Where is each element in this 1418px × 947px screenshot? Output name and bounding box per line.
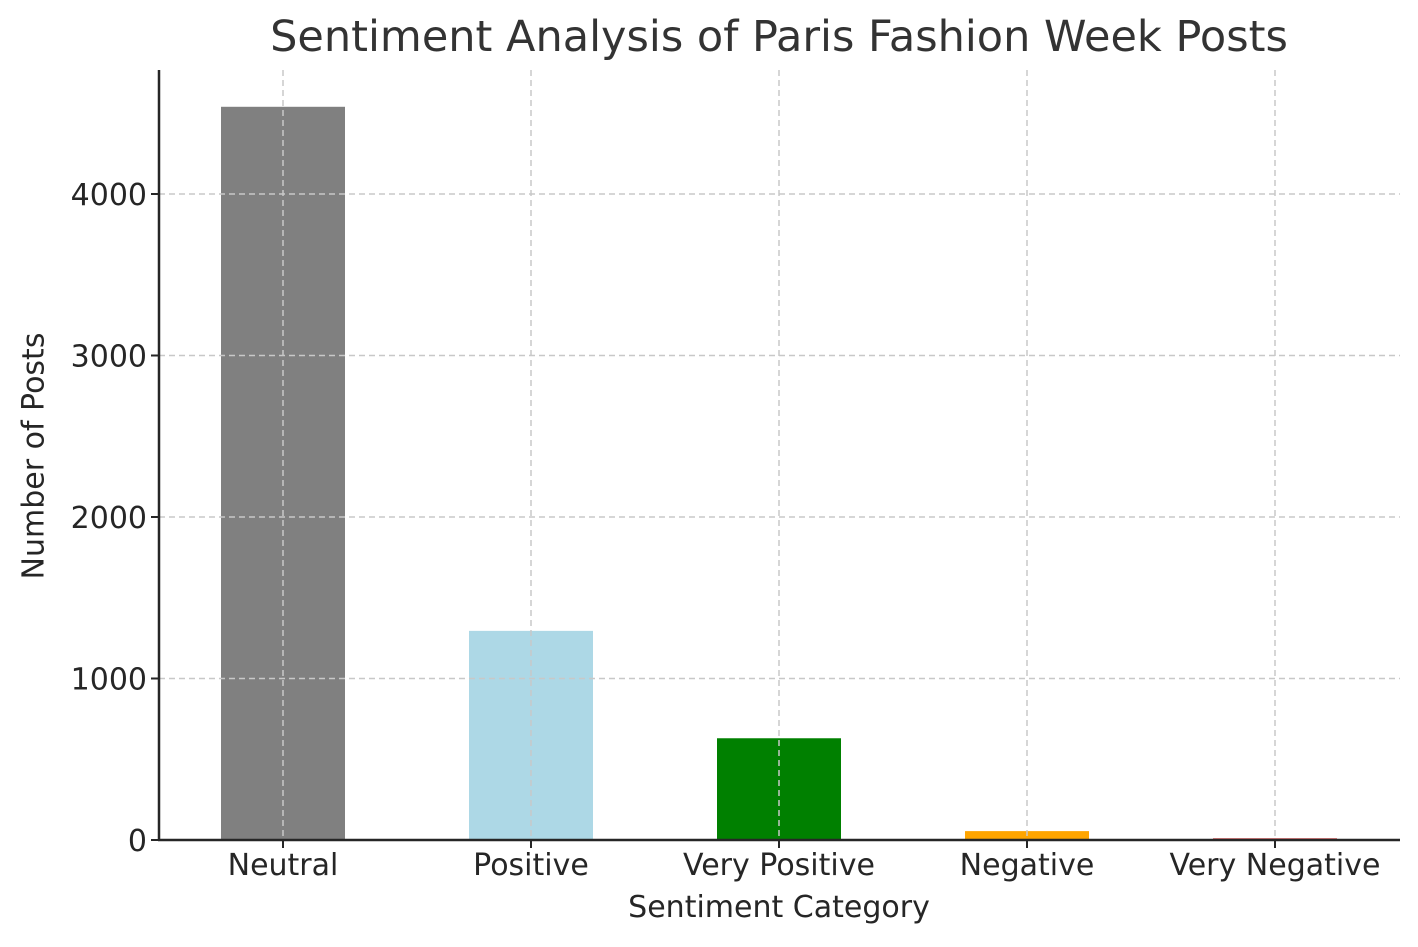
x-tick-label: Very Negative <box>1170 848 1381 883</box>
x-tick-label: Negative <box>960 848 1095 883</box>
chart-title: Sentiment Analysis of Paris Fashion Week… <box>270 12 1288 62</box>
x-tick-label: Very Positive <box>683 848 875 883</box>
y-tick-label: 1000 <box>71 663 147 698</box>
grid-lines <box>159 70 1400 840</box>
x-tick-label: Neutral <box>228 848 339 883</box>
y-tick-label: 2000 <box>71 501 147 536</box>
y-tick-label: 4000 <box>71 178 147 213</box>
y-tick-label: 3000 <box>71 340 147 375</box>
x-tick-label: Positive <box>473 848 589 883</box>
y-tick-label: 0 <box>128 824 147 859</box>
x-axis-label: Sentiment Category <box>628 890 930 925</box>
